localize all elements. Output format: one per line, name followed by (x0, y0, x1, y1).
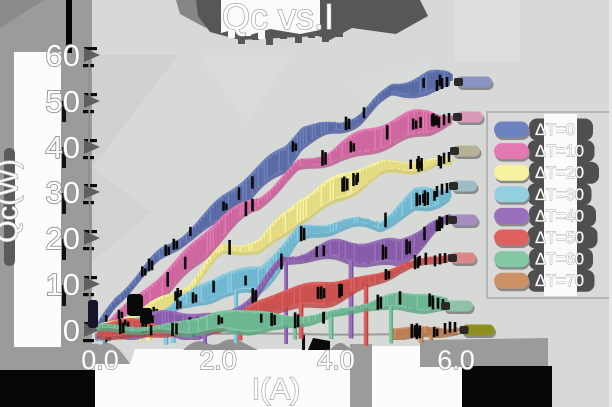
svg-text:2.0: 2.0 (199, 345, 237, 375)
svg-text:0: 0 (63, 313, 80, 348)
svg-text:60: 60 (46, 38, 80, 73)
svg-text:ΔT=10: ΔT=10 (535, 143, 584, 161)
svg-text:30: 30 (46, 175, 80, 210)
svg-text:ΔT=60: ΔT=60 (535, 251, 584, 269)
svg-text:ΔT=70: ΔT=70 (535, 272, 584, 290)
svg-text:ΔT=40: ΔT=40 (535, 207, 584, 225)
svg-text:ΔT=50: ΔT=50 (535, 229, 584, 247)
svg-text:Qc(W): Qc(W) (0, 159, 24, 243)
svg-text:ΔT=30: ΔT=30 (535, 186, 584, 204)
svg-text:I(A): I(A) (252, 373, 300, 406)
svg-text:0.0: 0.0 (81, 345, 119, 375)
svg-text:50: 50 (46, 84, 80, 119)
svg-text:40: 40 (46, 130, 80, 165)
svg-text:4.0: 4.0 (317, 345, 355, 375)
svg-text:ΔT=20: ΔT=20 (535, 164, 584, 182)
svg-text:10: 10 (46, 267, 80, 302)
svg-text:20: 20 (46, 221, 80, 256)
svg-text:Qc vs.I: Qc vs.I (222, 0, 334, 37)
svg-text:ΔT=0: ΔT=0 (535, 121, 575, 139)
svg-text:6.0: 6.0 (437, 345, 475, 375)
